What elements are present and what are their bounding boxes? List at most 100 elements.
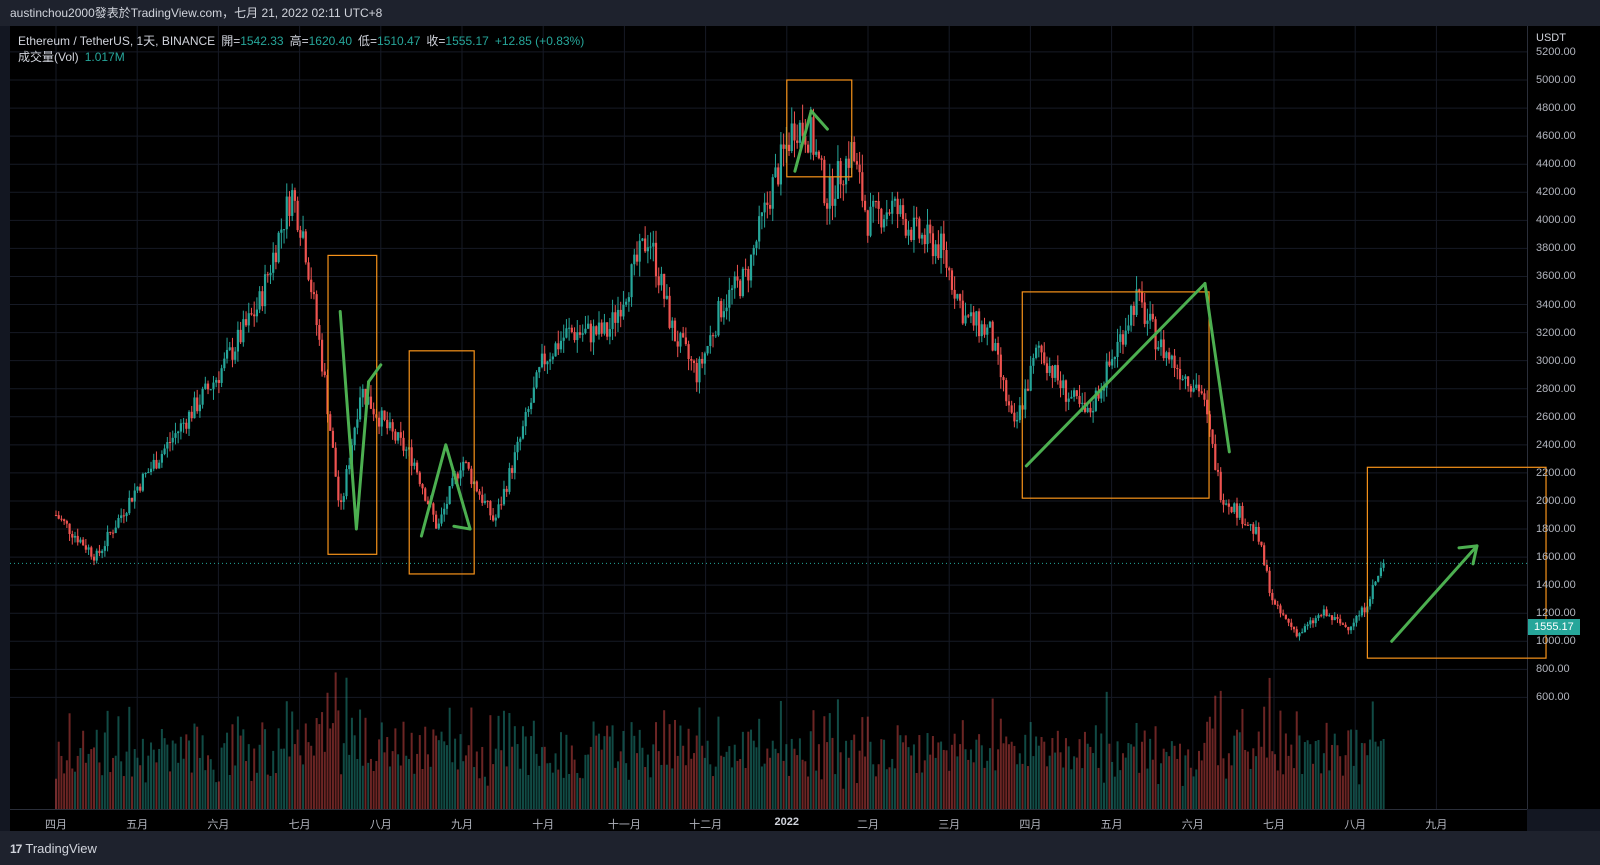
candle-body <box>994 342 997 351</box>
price-tick: 800.00 <box>1536 663 1570 676</box>
volume-bar <box>1002 743 1005 809</box>
volume-bar <box>1149 738 1152 809</box>
volume-bar <box>701 745 704 809</box>
candle-body <box>1379 567 1383 576</box>
volume-bar <box>459 734 462 809</box>
candle-body <box>641 238 644 241</box>
candle-body <box>133 490 136 502</box>
candle-body <box>565 328 568 338</box>
volume-bar <box>71 768 74 809</box>
candle-body <box>201 388 204 405</box>
volume-bar <box>1306 740 1309 809</box>
time-axis[interactable] <box>10 809 1527 831</box>
candle-body <box>372 408 375 415</box>
volume-bar <box>454 738 457 809</box>
volume-bar <box>1271 751 1274 809</box>
candle-body <box>831 177 834 206</box>
volume-bar <box>1287 755 1290 809</box>
annotation-arrow <box>793 109 813 173</box>
candle-body <box>396 432 400 441</box>
volume-bar <box>511 746 514 809</box>
volume-bar <box>845 740 848 809</box>
candle-body <box>152 459 155 469</box>
volume-bar <box>293 744 296 809</box>
volume-label[interactable]: 成交量(Vol) <box>18 50 79 64</box>
volume-bar <box>342 743 345 809</box>
month-tick: 十月 <box>532 819 555 831</box>
candle-body <box>1078 395 1081 404</box>
volume-bar <box>1333 733 1336 809</box>
candle-body <box>839 161 842 185</box>
candle-body <box>1054 365 1057 378</box>
symbol-title[interactable]: Ethereum / TetherUS, 1天, BINANCE <box>18 34 216 48</box>
volume-bar <box>1295 711 1298 809</box>
price-tick: 1000.00 <box>1536 635 1576 648</box>
volume-bar <box>1168 756 1171 809</box>
volume-row: 成交量(Vol) 1.017M <box>18 49 584 65</box>
volume-bar <box>782 760 785 809</box>
volume-bar <box>1086 743 1089 809</box>
volume-bar <box>1255 756 1258 809</box>
candle-body <box>1322 609 1325 616</box>
candle-body <box>1382 563 1385 568</box>
volume-bar <box>310 745 313 809</box>
volume-bar <box>318 724 321 809</box>
candle-body <box>1070 396 1073 399</box>
volume-bar <box>559 732 562 809</box>
candle-body <box>1146 320 1149 324</box>
candle-body <box>744 268 747 270</box>
candle-body <box>1143 302 1146 324</box>
candle-body <box>584 328 587 334</box>
volume-bar <box>826 742 829 809</box>
candle-body <box>771 177 774 209</box>
volume-bar <box>638 729 641 809</box>
candle-body <box>524 411 527 427</box>
volume-bar <box>321 712 324 809</box>
tradingview-brand[interactable]: 17 TradingView <box>10 841 97 856</box>
volume-bar <box>483 776 486 809</box>
candle-body <box>668 295 671 328</box>
volume-bar <box>703 757 706 809</box>
volume-bar <box>1075 757 1078 809</box>
volume-bar <box>712 776 715 809</box>
volume-bar <box>600 749 603 809</box>
candle-body <box>206 383 210 390</box>
volume-bar <box>769 757 772 809</box>
candle-body <box>934 244 937 257</box>
volume-bar <box>950 744 953 809</box>
volume-bar <box>1016 764 1019 809</box>
volume-bar <box>663 710 666 809</box>
candle-body <box>253 314 256 317</box>
candle-body <box>633 254 636 265</box>
candle-body <box>798 122 802 143</box>
candle-body <box>315 294 318 326</box>
publish-info-bar: austinchou2000發表於TradingView.com，七月 21, … <box>0 0 1600 26</box>
volume-bar <box>771 740 774 809</box>
candle-body <box>182 422 185 424</box>
candle-body <box>1292 626 1296 630</box>
volume-bar <box>1032 756 1035 809</box>
candle-body <box>877 201 880 209</box>
volume-bar <box>855 783 858 809</box>
volume-bar <box>1105 691 1108 809</box>
volume-bar <box>693 753 696 809</box>
volume-bar <box>437 740 440 809</box>
volume-bar <box>872 764 875 809</box>
candle-body <box>1018 405 1021 420</box>
candle-body <box>437 523 440 529</box>
price-unit-label[interactable]: USDT <box>1536 32 1566 44</box>
volume-bar <box>1037 745 1040 809</box>
volume-bar <box>1268 677 1271 809</box>
annotation-arrowhead <box>1203 281 1231 454</box>
volume-bar <box>535 753 538 809</box>
candle-body <box>288 196 291 216</box>
price-axis[interactable] <box>1527 26 1600 809</box>
candle-body <box>1222 500 1225 505</box>
volume-bar <box>969 749 972 809</box>
volume-bar <box>1064 738 1067 809</box>
volume-bar <box>340 774 343 809</box>
volume-bar <box>931 736 934 809</box>
volume-bar <box>983 767 986 809</box>
candle-body <box>687 344 690 360</box>
candle-body <box>573 332 576 341</box>
